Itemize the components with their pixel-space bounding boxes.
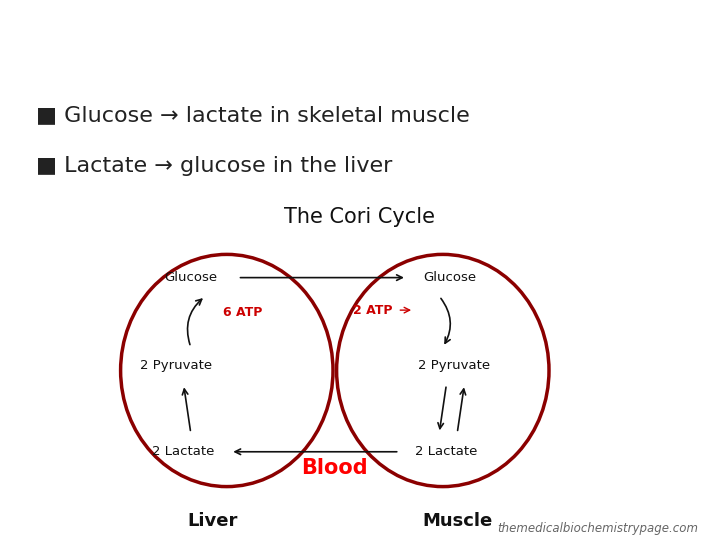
Text: Blood: Blood — [302, 458, 368, 478]
Text: 2 Lactate: 2 Lactate — [153, 446, 215, 458]
Text: 2 Lactate: 2 Lactate — [415, 446, 477, 458]
Text: Cori Cycle: Cori Cycle — [259, 21, 461, 55]
Text: 6 ATP: 6 ATP — [223, 306, 263, 319]
Text: 2 Pyruvate: 2 Pyruvate — [140, 359, 212, 373]
Text: ■ Glucose → lactate in skeletal muscle: ■ Glucose → lactate in skeletal muscle — [36, 105, 469, 125]
Text: Liver: Liver — [187, 512, 238, 530]
Text: Glucose: Glucose — [423, 271, 477, 284]
Text: 2 Pyruvate: 2 Pyruvate — [418, 359, 490, 373]
Text: Glucose: Glucose — [164, 271, 217, 284]
Text: 2 ATP: 2 ATP — [353, 303, 392, 316]
Text: Muscle: Muscle — [422, 512, 492, 530]
Text: ■ Lactate → glucose in the liver: ■ Lactate → glucose in the liver — [36, 156, 392, 176]
Text: The Cori Cycle: The Cori Cycle — [284, 207, 436, 227]
Text: themedicalbiochemistrypage.com: themedicalbiochemistrypage.com — [498, 522, 698, 535]
